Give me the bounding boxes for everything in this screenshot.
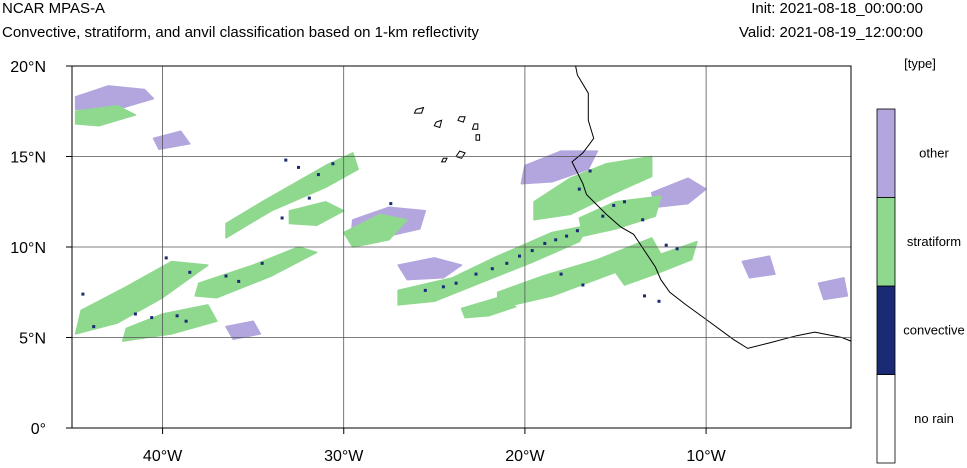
convective-cell xyxy=(175,314,179,318)
island-outline xyxy=(440,157,448,163)
stratiform-region xyxy=(225,152,359,239)
init-time: Init: 2021-08-18_00:00:00 xyxy=(751,0,923,17)
convective-cell xyxy=(505,261,509,265)
coastline xyxy=(571,66,851,349)
island-outline xyxy=(433,119,443,129)
other-region xyxy=(741,255,776,279)
convective-cell xyxy=(81,292,85,296)
y-tick-label: 5°N xyxy=(19,331,46,348)
convective-cell xyxy=(565,234,569,238)
colorbar: no rain convective stratiform other [type] xyxy=(876,56,965,464)
y-tick-label: 15°N xyxy=(10,150,46,167)
convective-cell xyxy=(559,272,563,276)
convective-cell xyxy=(316,173,320,177)
convective-cell xyxy=(643,294,646,298)
colorbar-swatch xyxy=(876,374,896,464)
colorbar-swatch xyxy=(876,285,896,375)
convective-cell xyxy=(675,247,679,251)
convective-cell xyxy=(441,285,445,289)
chart-title: NCAR MPAS-A xyxy=(2,0,106,17)
stratiform-region xyxy=(533,155,653,221)
convective-cell xyxy=(664,243,668,247)
island-outline xyxy=(455,150,466,159)
convective-cell xyxy=(237,279,241,283)
convective-cell xyxy=(657,299,661,303)
stratiform-region xyxy=(578,195,662,237)
x-tick-label: 20°W xyxy=(505,448,545,465)
convective-cell xyxy=(490,267,494,271)
stratiform-region xyxy=(288,201,345,227)
convective-cell xyxy=(389,202,393,206)
island-outline xyxy=(413,106,425,114)
gridlines xyxy=(72,66,851,428)
convective-cell xyxy=(260,261,264,265)
stratiform-region xyxy=(460,296,517,319)
stratiform-region xyxy=(74,260,209,335)
convective-cell xyxy=(423,288,427,292)
island-outline xyxy=(475,134,481,141)
x-tick-label: 40°W xyxy=(143,448,183,465)
other-region xyxy=(397,257,463,281)
convective-cell xyxy=(575,229,579,233)
convective-cell xyxy=(150,316,154,320)
colorbar-swatch xyxy=(876,108,896,198)
other-region xyxy=(817,277,849,301)
convective-cell xyxy=(581,283,585,287)
island-outline xyxy=(457,116,466,123)
stratiform-region xyxy=(614,240,698,286)
convective-cell xyxy=(331,162,335,166)
convective-cell xyxy=(543,241,547,245)
y-tick-label: 0° xyxy=(31,421,46,438)
colorbar-label: convective xyxy=(903,322,964,337)
colorbar-label: other xyxy=(919,145,949,160)
axis-ticks: 40°W 30°W 20°W 10°W 0° 5°N 10°N 15°N 20°N xyxy=(10,59,726,465)
convective-cell xyxy=(577,187,581,191)
colorbar-title: [type] xyxy=(904,56,936,71)
other-region xyxy=(650,177,707,208)
convective-cell xyxy=(623,200,626,204)
valid-time: Valid: 2021-08-19_12:00:00 xyxy=(738,24,923,41)
island-outline xyxy=(471,123,479,130)
other-region xyxy=(225,320,262,341)
y-tick-label: 20°N xyxy=(10,59,46,76)
convective-cell xyxy=(588,169,592,173)
convective-cell xyxy=(133,312,137,316)
other-region xyxy=(520,150,599,185)
chart-subtitle: Convective, stratiform, and anvil classi… xyxy=(2,24,479,41)
colorbar-label: no rain xyxy=(914,411,954,426)
stratiform-region xyxy=(194,246,318,299)
y-tick-label: 10°N xyxy=(10,240,46,257)
map-area xyxy=(74,66,851,349)
convective-cell xyxy=(164,256,168,260)
convective-cell xyxy=(280,216,284,220)
convective-cell xyxy=(518,254,521,258)
convective-cell xyxy=(92,325,96,329)
stratiform-region xyxy=(74,105,137,127)
convective-cell xyxy=(554,238,558,242)
convective-cell xyxy=(284,158,288,162)
convective-cell xyxy=(297,165,300,169)
convective-cell xyxy=(601,214,605,218)
convective-cell xyxy=(307,196,311,200)
convective-cell xyxy=(530,249,534,253)
convective-cell xyxy=(454,281,458,285)
other-region xyxy=(74,85,155,111)
convective-cell xyxy=(641,218,645,222)
colorbar-swatch xyxy=(876,197,896,287)
convective-cell xyxy=(184,319,188,323)
x-tick-label: 10°W xyxy=(686,448,726,465)
stratiform-region xyxy=(342,213,408,248)
other-region xyxy=(152,130,191,151)
convective-cell xyxy=(474,272,478,276)
stratiform-region xyxy=(397,224,590,306)
colorbar-label: stratiform xyxy=(907,234,961,249)
x-tick-label: 30°W xyxy=(324,448,364,465)
convective-cell xyxy=(224,274,228,278)
convective-cell xyxy=(188,270,192,274)
convective-cell xyxy=(612,203,616,207)
